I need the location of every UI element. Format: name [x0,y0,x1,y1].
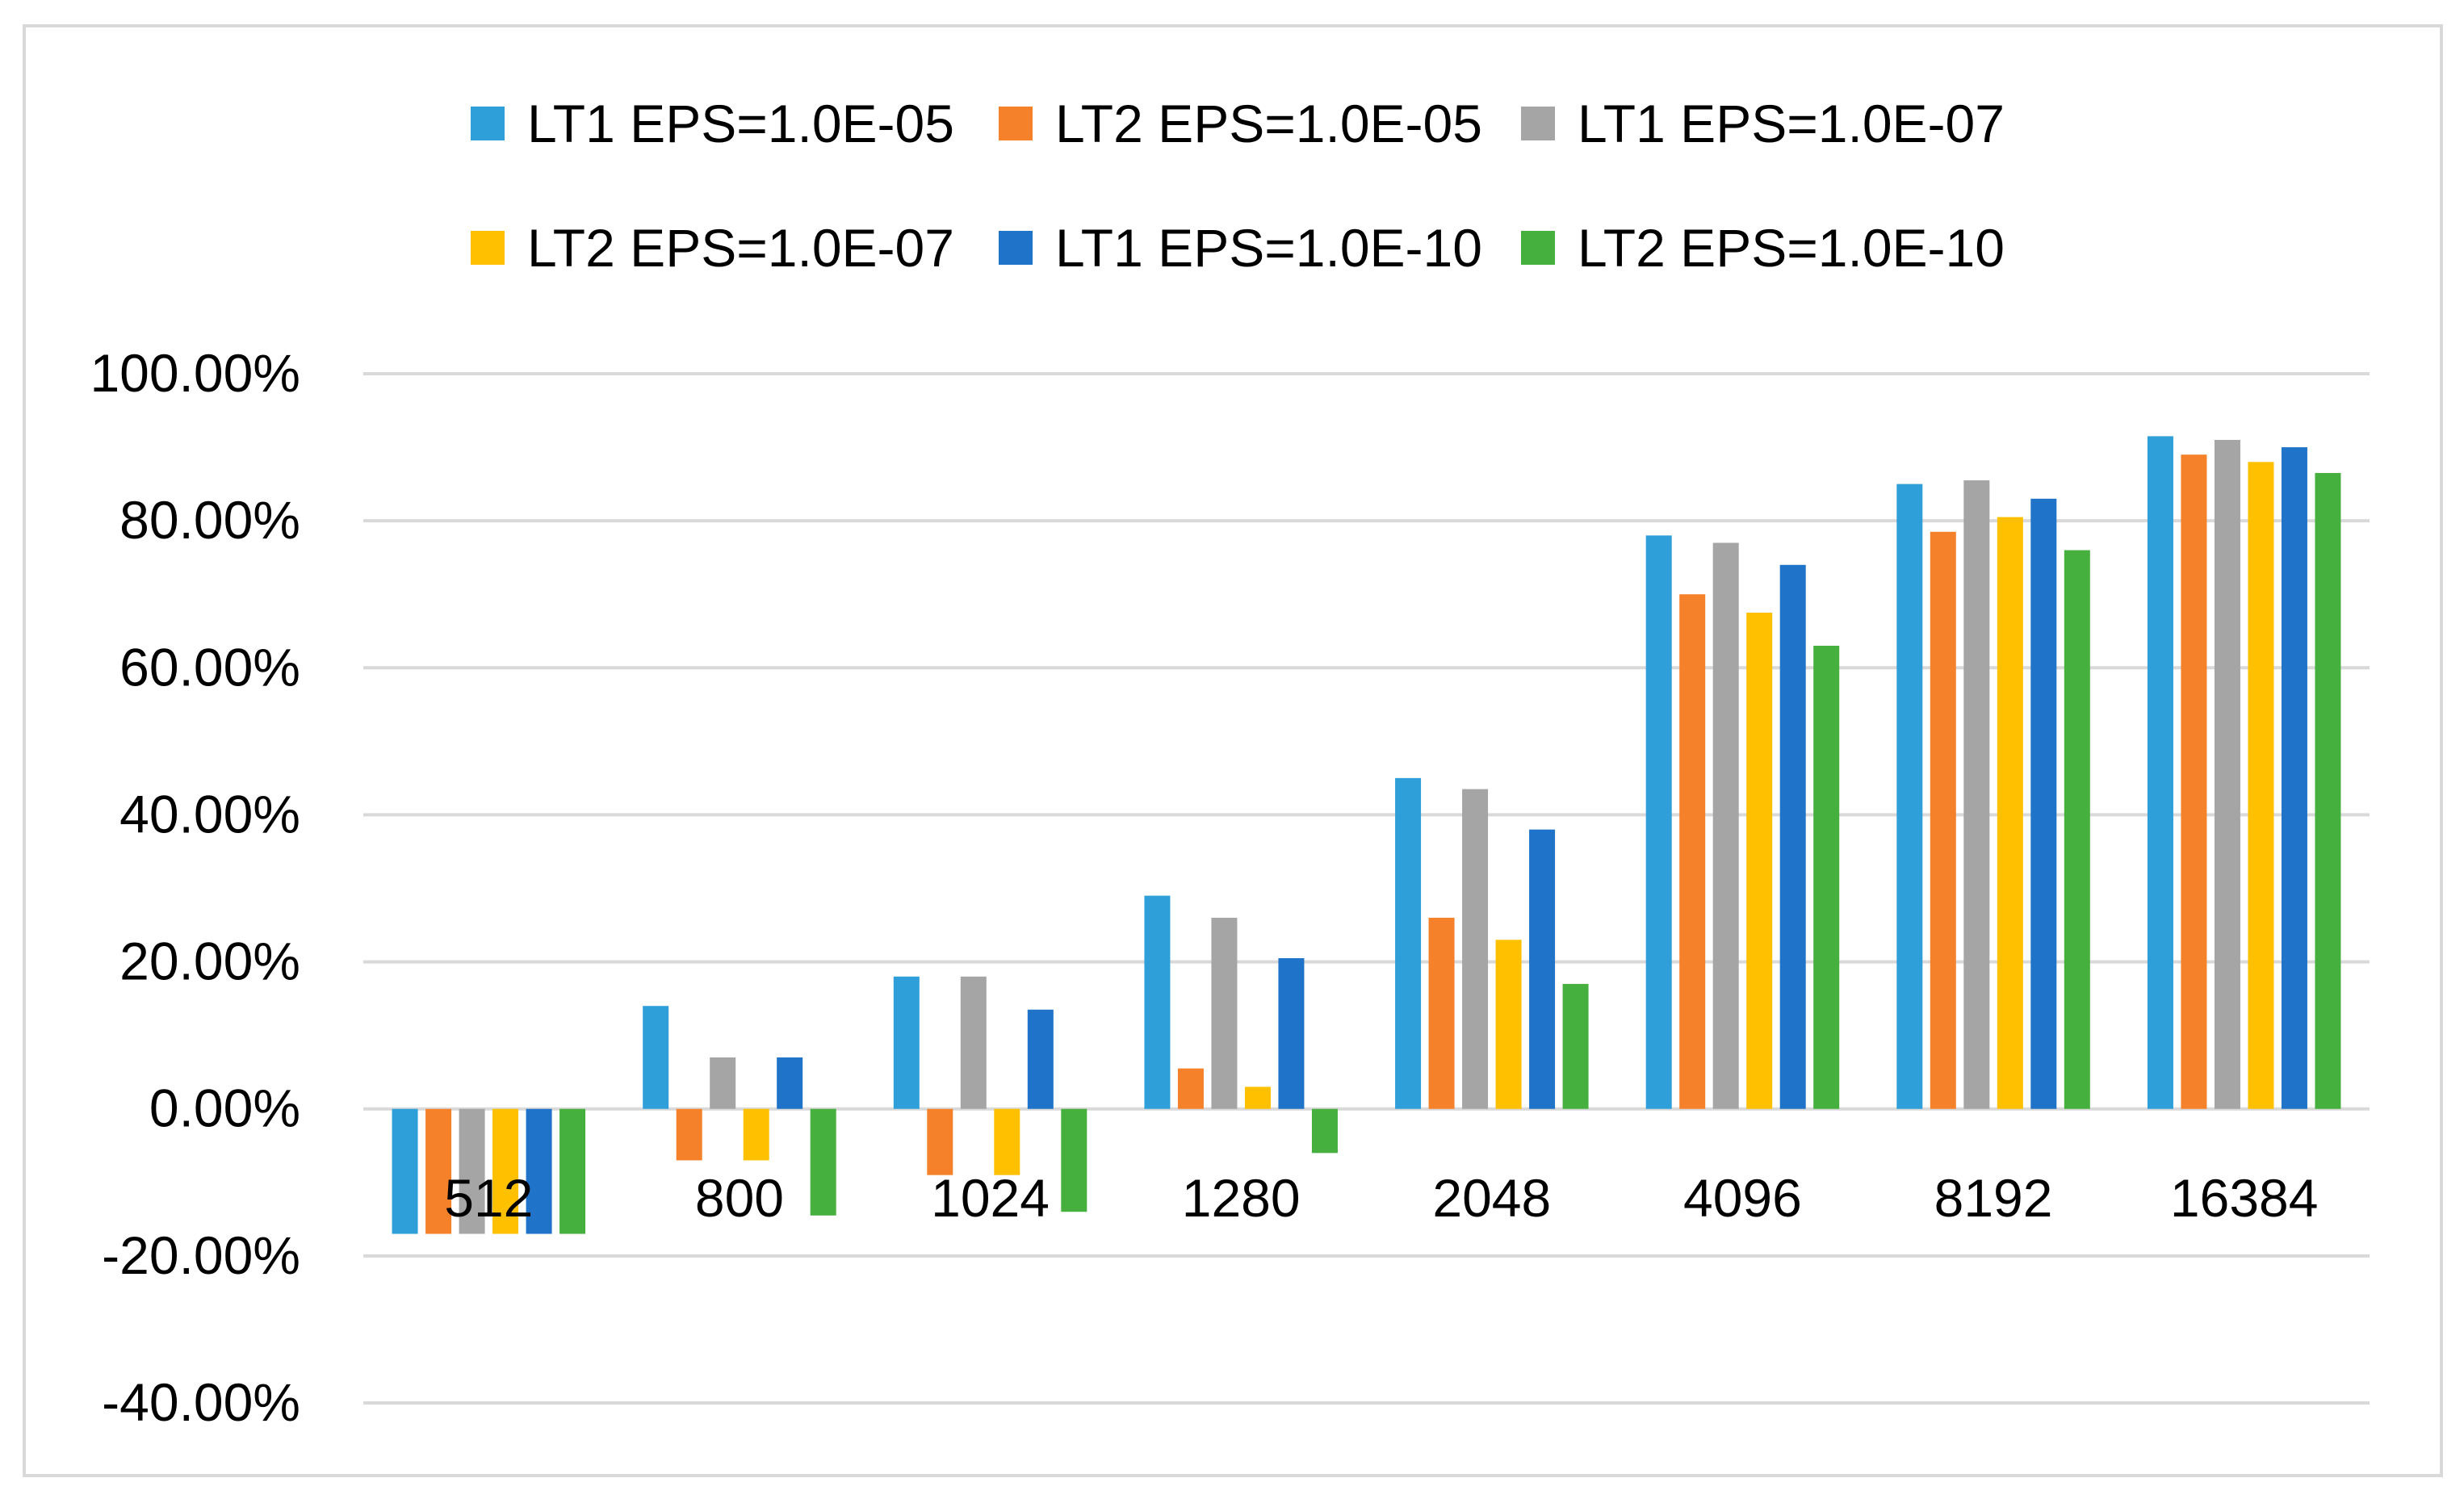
legend-swatch-3 [1521,107,1555,140]
x-tick-label: 2048 [1432,1168,1551,1228]
bar-2048-series-1 [1395,777,1422,1109]
bar-16384-series-6 [2315,472,2341,1109]
y-tick-label: 0.00% [149,1078,300,1138]
bar-8192-series-5 [2030,498,2057,1109]
bar-800-series-4 [743,1108,769,1161]
legend-label-1: LT1 EPS=1.0E-05 [527,94,954,153]
bar-512-series-6 [559,1108,586,1234]
bar-1024-series-5 [1027,1009,1054,1109]
legend-swatch-4 [471,231,505,265]
bar-512-series-4 [492,1108,519,1234]
bar-8192-series-1 [1896,484,1923,1109]
bar-800-series-1 [643,1006,669,1109]
x-tick-label: 8192 [1934,1168,2053,1228]
legend-label-4: LT2 EPS=1.0E-07 [527,218,954,278]
bar-1280-series-2 [1177,1068,1204,1109]
x-tick-label: 16384 [2170,1168,2319,1228]
bar-2048-series-5 [1529,829,1556,1109]
legend-swatch-6 [1521,231,1555,265]
bar-512-series-2 [425,1108,452,1234]
x-axis: 512 800 1024 1280 2048 4096 8192 16384 [444,1168,2318,1228]
y-tick-label: 40.00% [119,784,300,844]
bar-4096-series-6 [1813,645,1840,1109]
bar-1280-series-5 [1278,958,1305,1109]
bar-4096-series-4 [1746,612,1773,1109]
bar-800-series-2 [676,1108,702,1161]
x-tick-label: 1024 [931,1168,1050,1228]
bar-2048-series-3 [1462,789,1489,1109]
bar-512-series-5 [526,1108,552,1234]
bar-1280-series-1 [1144,895,1171,1109]
legend-swatch-1 [471,107,505,140]
x-tick-label: 4096 [1683,1168,1802,1228]
y-tick-label: -40.00% [102,1372,300,1432]
bar-1024-series-2 [927,1108,953,1175]
chart-legend: LT1 EPS=1.0E-05 LT2 EPS=1.0E-05 LT1 EPS=1.… [471,94,2005,278]
bar-16384-series-3 [2214,439,2240,1109]
bar-1280-series-6 [1311,1108,1338,1154]
bar-512-series-3 [459,1108,485,1234]
legend-label-5: LT1 EPS=1.0E-10 [1055,218,1482,278]
legend-swatch-2 [999,107,1033,140]
bar-1024-series-1 [893,976,920,1109]
bar-512-series-1 [392,1108,418,1234]
bar-2048-series-2 [1428,917,1455,1109]
legend-swatch-5 [999,231,1033,265]
bar-800-series-6 [810,1108,836,1216]
bar-2048-series-4 [1495,940,1522,1109]
bar-4096-series-5 [1779,564,1806,1109]
bar-1280-series-4 [1244,1087,1271,1109]
bar-8192-series-6 [2064,550,2090,1109]
legend-label-2: LT2 EPS=1.0E-05 [1055,94,1482,153]
bar-1280-series-3 [1211,917,1238,1109]
bar-8192-series-3 [1963,480,1990,1109]
y-tick-label: 20.00% [119,932,300,991]
bar-16384-series-5 [2281,447,2307,1109]
bar-16384-series-1 [2147,436,2173,1109]
bar-2048-series-6 [1562,983,1589,1109]
y-tick-label: 60.00% [119,637,300,697]
bar-800-series-3 [710,1057,736,1109]
bar-1024-series-6 [1061,1108,1087,1212]
legend-label-6: LT2 EPS=1.0E-10 [1578,218,2005,278]
bar-16384-series-4 [2248,462,2274,1109]
bar-4096-series-3 [1712,542,1739,1109]
bar-16384-series-2 [2181,454,2207,1109]
legend-label-3: LT1 EPS=1.0E-07 [1578,94,2005,153]
y-axis: -40.00% -20.00% 0.00% 20.00% 40.00% 60.00% 80.… [90,343,300,1432]
y-tick-label: -20.00% [102,1225,300,1285]
bar-4096-series-2 [1679,594,1706,1109]
x-tick-label: 1280 [1182,1168,1301,1228]
y-tick-label: 100.00% [90,343,300,403]
bar-1024-series-3 [960,976,987,1109]
x-tick-label: 800 [695,1168,784,1228]
x-tick-label: 512 [444,1168,533,1228]
y-tick-label: 80.00% [119,490,300,550]
bar-1024-series-4 [994,1108,1020,1175]
bars [392,436,2341,1234]
bar-8192-series-2 [1930,531,1956,1109]
bar-800-series-5 [777,1057,803,1109]
bar-4096-series-1 [1645,535,1672,1109]
bar-8192-series-4 [1997,517,2023,1109]
